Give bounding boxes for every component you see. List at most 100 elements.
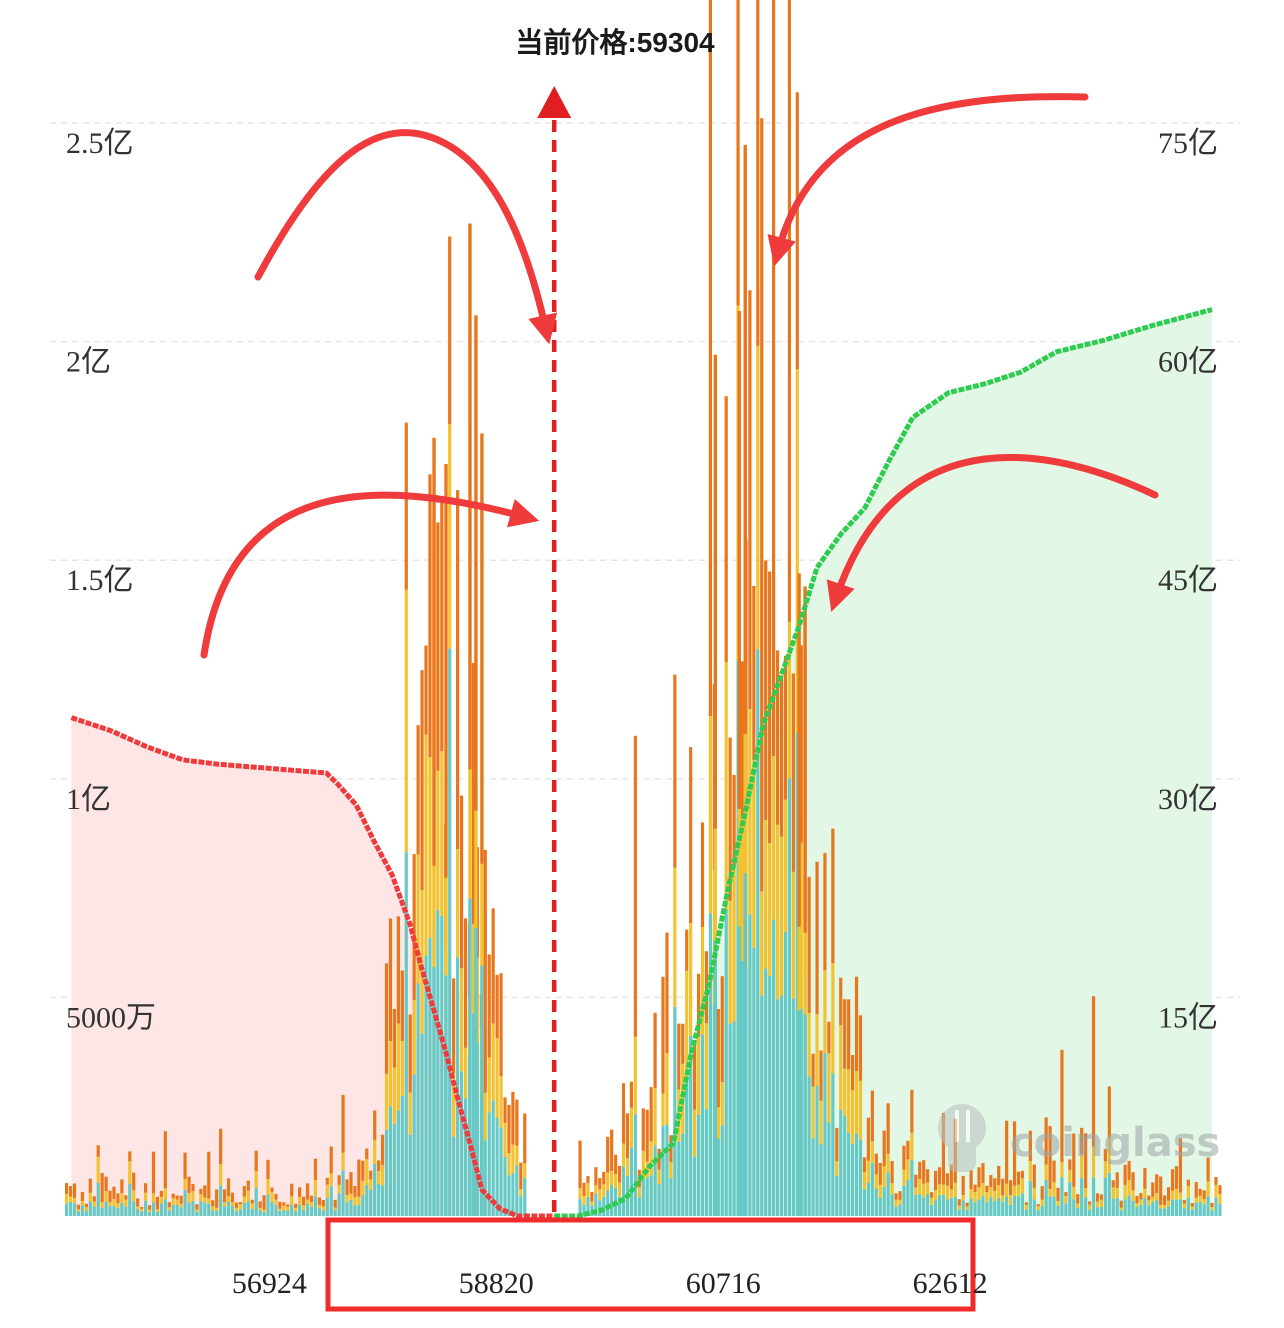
bar-segment-top: [685, 929, 689, 971]
bar-segment-base: [673, 1006, 677, 1216]
bar-segment-mid: [159, 1196, 163, 1204]
bar-segment-top: [704, 951, 709, 1024]
bar-segment-mid: [969, 1189, 973, 1199]
bar-segment-base: [941, 1194, 946, 1216]
bar-segment-mid: [665, 1052, 669, 1125]
bar-segment-mid: [918, 1179, 922, 1195]
bar-segment-mid: [582, 1195, 586, 1205]
x-tick-label: 56924: [232, 1267, 307, 1300]
bar-segment-base: [503, 1156, 507, 1216]
bar-segment-base: [1123, 1199, 1127, 1216]
bar-segment-mid: [1166, 1200, 1171, 1207]
bar-segment-mid: [1044, 1164, 1048, 1180]
bar-segment-top: [124, 1195, 128, 1200]
bar-segment-base: [949, 1197, 953, 1216]
bar-segment-top: [219, 1128, 223, 1165]
y-axis-right: 15亿 30亿 45亿 60亿 75亿: [1158, 127, 1218, 1034]
bar-segment-base: [179, 1207, 183, 1216]
bar-segment-top: [578, 1140, 582, 1189]
bar-segment-base: [140, 1211, 144, 1216]
bar-segment-top: [914, 1174, 918, 1188]
bar-segment-base: [143, 1200, 148, 1216]
bar-segment-base: [1214, 1197, 1218, 1216]
bar-segment-top: [1159, 1176, 1163, 1205]
bar-segment-top: [1123, 1164, 1127, 1185]
bar-segment-top: [88, 1178, 92, 1193]
bar-segment-top: [977, 1167, 981, 1188]
bar-segment-base: [985, 1201, 989, 1216]
bar-segment-mid: [254, 1171, 258, 1188]
bar-segment-mid: [230, 1202, 235, 1206]
bar-segment-mid: [858, 1080, 863, 1140]
bar-segment-mid: [621, 1143, 626, 1167]
bar-segment-top: [582, 1182, 586, 1196]
bar-segment-top: [191, 1183, 195, 1192]
bar-segment-base: [76, 1211, 81, 1216]
bar-segment-base: [866, 1182, 870, 1216]
bar-segment-top: [926, 1169, 930, 1183]
bar-segment-top: [1202, 1190, 1206, 1200]
bar-segment-mid: [1111, 1187, 1115, 1199]
bar-segment-base: [317, 1208, 321, 1216]
bar-segment-mid: [298, 1196, 302, 1205]
bar-segment-mid: [408, 1092, 412, 1135]
bar-segment-mid: [282, 1205, 286, 1211]
bar-segment-top: [203, 1185, 207, 1198]
bar-segment-mid: [894, 1199, 898, 1207]
bar-segment-top: [922, 1160, 926, 1184]
bar-segment-top: [84, 1203, 88, 1208]
bar-segment-top: [1178, 1138, 1183, 1193]
peak-bar-mid: [797, 926, 801, 1011]
bar-segment-mid: [819, 1100, 823, 1145]
bar-segment-top: [823, 853, 827, 971]
bar-segment-top: [1103, 1149, 1107, 1162]
bar-segment-base: [708, 913, 713, 1216]
bar-segment-top: [890, 1161, 894, 1184]
bar-segment-top: [503, 1097, 507, 1123]
bar-segment-base: [957, 1210, 961, 1216]
bar-segment-base: [187, 1202, 191, 1216]
bar-segment-mid: [1147, 1200, 1151, 1206]
bar-segment-base: [72, 1203, 77, 1216]
bar-segment-mid: [147, 1209, 152, 1213]
bar-segment-top: [886, 1103, 890, 1154]
bar-segment-base: [1036, 1210, 1040, 1216]
bar-segment-base: [345, 1202, 349, 1216]
bar-segment-mid: [400, 1040, 404, 1096]
bar-segment-base: [1163, 1208, 1167, 1216]
bar-segment-base: [827, 1122, 831, 1216]
bar-segment-mid: [345, 1194, 349, 1203]
bar-segment-top: [1206, 1157, 1210, 1182]
bar-segment-top: [104, 1176, 108, 1192]
bar-segment-base: [728, 1024, 732, 1216]
bar-segment-base: [1135, 1207, 1139, 1216]
bar-segment-base: [1111, 1198, 1115, 1216]
bar-segment-top: [1060, 1049, 1064, 1163]
bar-segment-mid: [760, 891, 764, 996]
y-right-tick-label: 75亿: [1158, 127, 1218, 160]
bar-segment-top: [878, 1162, 882, 1185]
bar-segment-top: [756, 0, 760, 347]
peak-bar-top: [713, 354, 718, 829]
y-left-tick-label: 1亿: [66, 783, 111, 816]
bar-segment-top: [211, 1200, 215, 1207]
bar-segment-mid: [1159, 1204, 1163, 1209]
bar-segment-mid: [1008, 1195, 1013, 1205]
bar-segment-base: [321, 1210, 325, 1216]
bar-segment-mid: [716, 1107, 720, 1139]
bar-segment-top: [1056, 1187, 1060, 1201]
bar-segment-mid: [1190, 1206, 1194, 1210]
bar-segment-mid: [337, 1184, 341, 1194]
bar-segment-base: [1115, 1198, 1119, 1216]
bar-segment-mid: [704, 1023, 709, 1110]
bar-segment-top: [1005, 1120, 1009, 1184]
bar-segment-base: [795, 732, 799, 1216]
bar-segment-mid: [689, 923, 693, 1036]
bar-segment-mid: [199, 1194, 203, 1202]
bar-segment-base: [874, 1188, 878, 1216]
bar-segment-mid: [226, 1196, 231, 1202]
bar-segment-mid: [953, 1182, 957, 1198]
bar-segment-top: [262, 1195, 266, 1210]
bar-segment-base: [1056, 1205, 1060, 1216]
bar-segment-base: [937, 1195, 942, 1216]
